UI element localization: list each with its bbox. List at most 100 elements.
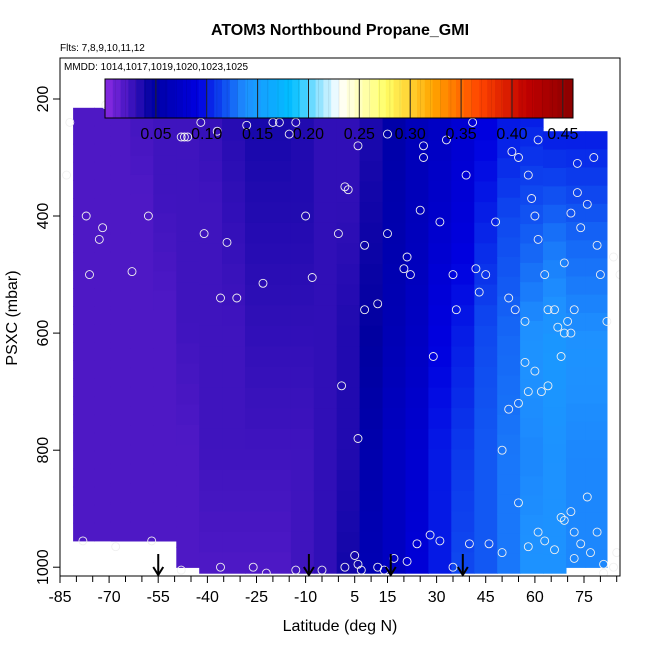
heatmap-cell xyxy=(451,202,475,224)
heatmap-cell xyxy=(543,462,567,482)
heatmap-cell xyxy=(451,387,475,409)
heatmap-cell xyxy=(405,490,429,512)
heatmap-cell xyxy=(110,309,131,330)
heatmap-cell xyxy=(73,234,95,253)
heatmap-cell xyxy=(474,387,498,409)
heatmap-cell xyxy=(110,251,131,272)
observation-point xyxy=(533,234,543,244)
observation-point xyxy=(284,129,294,139)
observation-point xyxy=(497,445,507,455)
observation-point xyxy=(448,270,458,280)
heatmap-cell xyxy=(94,125,112,145)
colorbar-segment xyxy=(237,79,246,118)
x-axis-label: Latitude (deg N) xyxy=(283,618,398,635)
heatmap-cell xyxy=(336,305,361,327)
x-tick-label: 5 xyxy=(350,589,359,606)
heatmap-cell xyxy=(199,305,223,327)
heatmap-cell xyxy=(566,367,587,387)
observation-point xyxy=(572,158,582,168)
heatmap-cell xyxy=(428,305,452,327)
heatmap-cell xyxy=(497,375,521,396)
flight-markers xyxy=(152,554,469,577)
heatmap-cell xyxy=(336,202,361,224)
heatmap-cell xyxy=(497,316,521,337)
observation-point xyxy=(523,387,533,397)
observation-point xyxy=(569,553,579,563)
observation-point xyxy=(143,211,153,221)
heatmap-cell xyxy=(585,512,608,532)
heatmap-cell xyxy=(153,502,177,523)
colorbar-segment xyxy=(424,79,434,118)
heatmap-cell xyxy=(110,155,131,176)
heatmap-cell xyxy=(73,522,95,542)
observation-point xyxy=(540,270,550,280)
heatmap-cell xyxy=(73,432,95,452)
heatmap-cell xyxy=(451,305,475,327)
heatmap-cell xyxy=(245,325,269,347)
colorbar-segment xyxy=(331,79,340,118)
heatmap-cell xyxy=(359,470,384,492)
heatmap-cell xyxy=(110,213,131,234)
heatmap-cell xyxy=(451,511,475,533)
heatmap-cell xyxy=(520,185,544,206)
observation-point xyxy=(566,328,576,338)
heatmap-cell xyxy=(585,549,608,568)
heatmap-cell xyxy=(245,470,269,492)
heatmap-cell xyxy=(566,149,587,169)
heatmap-cell xyxy=(405,160,429,183)
colorbar-segment xyxy=(448,79,457,118)
heatmap-cell xyxy=(176,322,200,344)
observation-point xyxy=(599,568,609,576)
heatmap-cell xyxy=(520,301,544,322)
heatmap-cell xyxy=(176,506,200,528)
colorbar-frame xyxy=(104,78,574,119)
heatmap-cell xyxy=(382,243,407,265)
heatmap-cell xyxy=(222,428,246,450)
heatmap-cell xyxy=(153,463,177,484)
heatmap-cell xyxy=(176,343,200,365)
heatmap-cell xyxy=(520,359,544,380)
colorbar-segment xyxy=(463,79,473,118)
colorbar-segment xyxy=(315,79,324,118)
observation-point xyxy=(183,132,193,142)
heatmap-cell xyxy=(313,284,338,306)
heatmap-cell xyxy=(359,202,384,224)
heatmap-cell xyxy=(222,202,246,224)
heatmap-cell xyxy=(176,424,200,446)
heatmap-cell xyxy=(130,425,154,446)
observation-point xyxy=(471,264,481,274)
observation-point xyxy=(559,515,569,525)
heatmap-cell xyxy=(222,511,246,533)
heatmap-cell xyxy=(585,203,608,223)
heatmap-cell xyxy=(520,243,544,264)
heatmap-cell xyxy=(245,243,269,265)
heatmap-cell xyxy=(130,329,154,349)
heatmap-cell xyxy=(336,264,361,286)
heatmap-cell xyxy=(520,262,544,283)
observation-point xyxy=(78,536,88,546)
heatmap-cell xyxy=(428,202,452,224)
heatmap-cell xyxy=(222,449,246,471)
heatmap-cell xyxy=(73,414,95,434)
heatmap-cell xyxy=(336,428,361,450)
heatmap-cell xyxy=(110,329,131,349)
heatmap-cell xyxy=(153,348,177,369)
heatmap-cell xyxy=(474,119,498,141)
heatmap-cell xyxy=(313,140,338,162)
observation-point xyxy=(317,565,327,575)
heatmap-cell xyxy=(543,149,567,169)
y-axis: 200 400 600 800 1000 xyxy=(35,86,60,585)
heatmap-cell xyxy=(405,181,429,203)
heatmap-cell xyxy=(497,217,521,238)
heatmap-cell xyxy=(543,481,567,500)
colorbar-segment xyxy=(284,79,293,118)
heatmap-cell xyxy=(474,284,498,306)
heatmap-cell xyxy=(382,552,407,574)
observation-point xyxy=(383,129,392,139)
heatmap-cell xyxy=(290,222,315,244)
heatmap-cell xyxy=(382,305,407,327)
colorbar-tick-label: 0.40 xyxy=(496,126,527,143)
heatmap-cell xyxy=(497,158,521,179)
heatmap-cell xyxy=(497,296,521,317)
heatmap-cell xyxy=(176,159,200,181)
